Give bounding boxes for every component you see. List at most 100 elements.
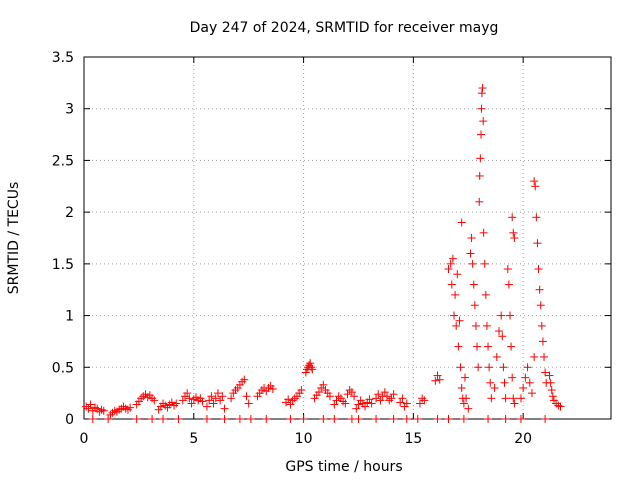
y-tick-label: 0 [65, 412, 74, 428]
data-point [343, 390, 352, 399]
data-point [462, 394, 471, 403]
data-point [398, 394, 407, 403]
data-point [541, 368, 550, 377]
data-point [454, 342, 463, 351]
data-point [352, 404, 361, 413]
data-point [530, 177, 539, 186]
data-point [262, 415, 271, 423]
data-point [284, 395, 293, 404]
data-point [402, 415, 411, 423]
data-point [347, 388, 356, 397]
data-point [485, 363, 494, 372]
data-point [202, 402, 211, 411]
data-point [444, 265, 453, 274]
data-point [330, 400, 339, 409]
data-point [420, 396, 429, 405]
data-point [150, 396, 159, 405]
data-point [126, 403, 135, 412]
data-point [402, 399, 411, 408]
data-point [174, 415, 183, 423]
data-point [510, 399, 519, 408]
data-point [299, 415, 308, 423]
data-point [148, 415, 157, 423]
data-point [475, 171, 484, 180]
y-tick-label: 2 [65, 205, 74, 221]
data-point [507, 342, 516, 351]
data-point [84, 404, 93, 413]
data-point [530, 352, 539, 361]
data-point [459, 399, 468, 408]
data-point [433, 371, 442, 380]
data-point [453, 270, 462, 279]
data-point [478, 84, 487, 93]
y-tick-label: 0.5 [52, 360, 74, 376]
x-tick-label: 0 [80, 431, 89, 447]
data-point [220, 404, 229, 413]
data-point [159, 415, 168, 423]
data-point [556, 402, 565, 411]
data-point [209, 399, 218, 408]
data-point [308, 365, 317, 374]
data-points [82, 84, 565, 423]
data-point [497, 311, 506, 320]
data-point [220, 415, 229, 423]
data-point [484, 342, 493, 351]
data-point [503, 265, 512, 274]
chart-title: Day 247 of 2024, SRMTID for receiver may… [190, 20, 499, 36]
data-point [207, 392, 216, 401]
data-point [501, 415, 510, 423]
data-point [459, 415, 468, 423]
data-point [365, 395, 374, 404]
data-point [242, 392, 251, 401]
data-point [492, 352, 501, 361]
data-point [185, 394, 194, 403]
data-point [475, 197, 484, 206]
data-point [376, 396, 385, 405]
x-tick-label: 10 [295, 431, 313, 447]
data-point [482, 321, 491, 330]
data-point [521, 373, 530, 382]
data-point [354, 400, 363, 409]
data-point [183, 389, 192, 398]
data-point [457, 383, 466, 392]
data-point [380, 388, 389, 397]
data-point [433, 415, 442, 423]
data-point [383, 392, 392, 401]
x-axis-label: GPS time / hours [285, 459, 402, 475]
data-point [505, 311, 514, 320]
data-point [527, 389, 536, 398]
data-point [415, 399, 424, 408]
data-point [531, 182, 540, 191]
data-point [246, 415, 255, 423]
data-point [533, 239, 542, 248]
data-point [519, 383, 528, 392]
data-point [213, 389, 222, 398]
data-point [538, 337, 547, 346]
data-point [451, 290, 460, 299]
data-point [361, 402, 370, 411]
data-point [452, 321, 461, 330]
data-point [464, 404, 473, 413]
data-point [319, 380, 328, 389]
data-point [516, 394, 525, 403]
data-point [495, 327, 504, 336]
data-point [509, 394, 518, 403]
data-point [244, 399, 253, 408]
grid-lines [84, 57, 611, 419]
data-point [509, 228, 518, 237]
y-tick-label: 3 [65, 102, 74, 118]
data-point [387, 394, 396, 403]
x-tick-label: 15 [404, 431, 422, 447]
data-point [516, 415, 525, 423]
data-point [477, 89, 486, 98]
data-point [132, 415, 141, 423]
data-point [525, 378, 534, 387]
data-point [457, 218, 466, 227]
y-tick-label: 3.5 [52, 50, 74, 66]
data-point [473, 342, 482, 351]
data-point [172, 399, 181, 408]
data-point [534, 265, 543, 274]
data-point [479, 228, 488, 237]
